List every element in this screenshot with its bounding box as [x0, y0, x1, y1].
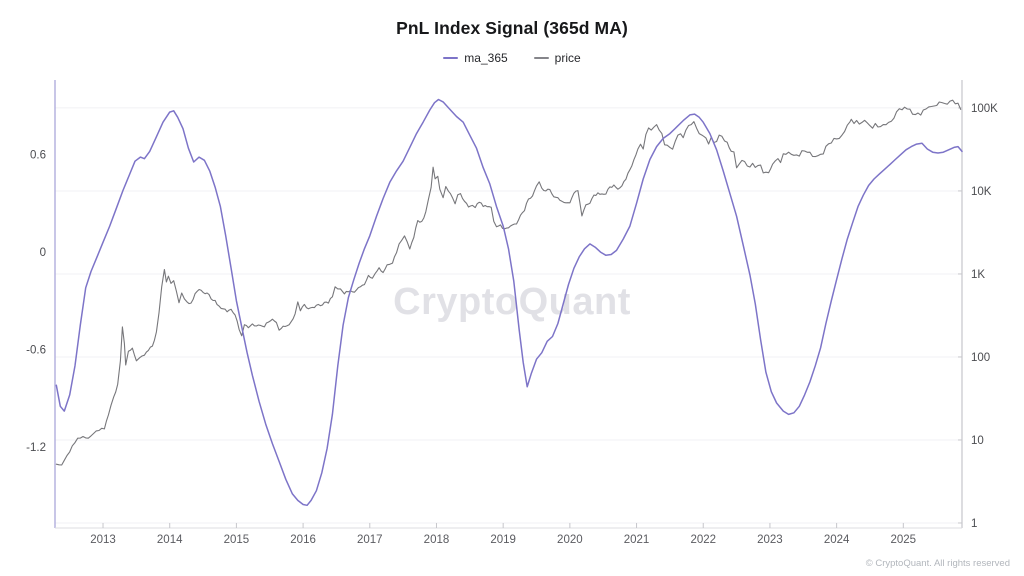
x-tick-label: 2015 [224, 534, 250, 546]
right-axis-tick-label: 1K [971, 269, 985, 281]
x-tick-label: 2025 [891, 534, 917, 546]
legend-swatch-ma365 [443, 57, 459, 59]
x-tick-label: 2016 [290, 534, 316, 546]
legend-swatch-price [533, 57, 549, 59]
x-tick-label: 2021 [624, 534, 650, 546]
right-axis-tick-label: 100 [971, 352, 990, 364]
right-axis-tick-label: 100K [971, 103, 998, 115]
legend-item-ma365[interactable]: ma_365 [443, 51, 508, 65]
right-axis-tick-label: 10K [971, 186, 992, 198]
left-axis-tick-label: -1.2 [26, 442, 46, 454]
left-axis-tick-label: 0 [40, 247, 46, 259]
legend: ma_365 price [0, 51, 1024, 65]
price-line [55, 99, 962, 466]
x-tick-label: 2020 [557, 534, 583, 546]
right-axis-tick-label: 1 [971, 518, 977, 530]
ma365-line [55, 98, 963, 507]
legend-label-ma365: ma_365 [464, 51, 508, 65]
x-tick-label: 2022 [690, 534, 716, 546]
x-tick-label: 2013 [90, 534, 116, 546]
legend-label-price: price [554, 51, 581, 65]
x-tick-label: 2024 [824, 534, 850, 546]
x-tick-label: 2019 [490, 534, 516, 546]
left-axis-tick-label: 0.6 [30, 150, 46, 162]
x-tick-label: 2014 [157, 534, 183, 546]
x-tick-label: 2018 [424, 534, 450, 546]
x-tick-label: 2023 [757, 534, 783, 546]
legend-item-price[interactable]: price [533, 51, 581, 65]
chart-title: PnL Index Signal (365d MA) [396, 18, 628, 38]
x-tick-label: 2017 [357, 534, 383, 546]
copyright-notice: © CryptoQuant. All rights reserved [865, 558, 1010, 569]
left-axis-tick-label: -0.6 [26, 344, 46, 356]
right-axis-tick-label: 10 [971, 435, 984, 447]
